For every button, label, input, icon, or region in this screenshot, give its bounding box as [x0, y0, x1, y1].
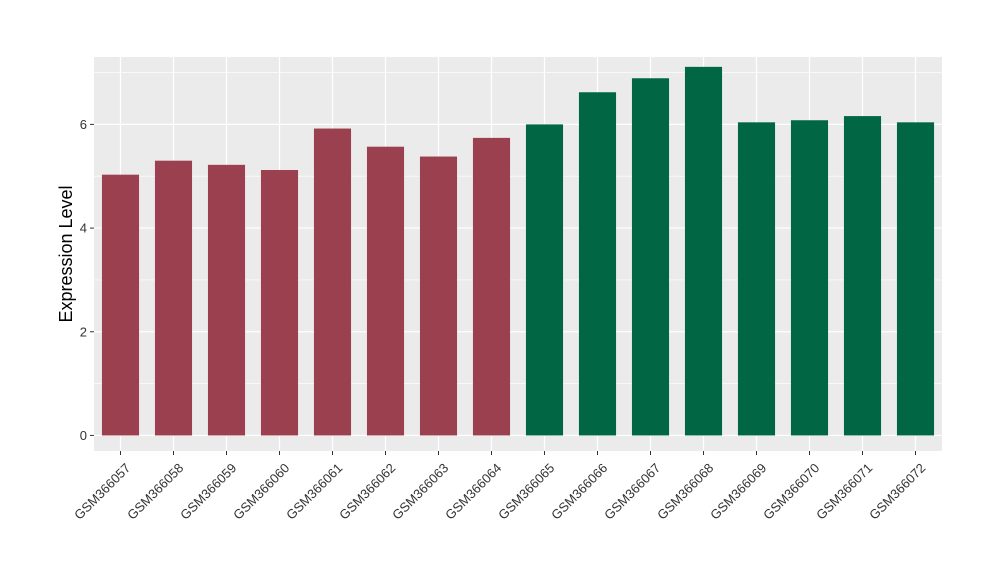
bar-GSM366058 — [154, 160, 193, 436]
bar-GSM366059 — [207, 164, 246, 436]
bar-GSM366066 — [578, 92, 617, 436]
bar-GSM366065 — [525, 124, 564, 436]
y-tick-label: 6 — [80, 117, 87, 132]
y-tick-label: 2 — [80, 324, 87, 339]
bar-GSM366060 — [260, 170, 299, 436]
bar-GSM366068 — [684, 66, 723, 436]
bars — [101, 66, 935, 436]
y-tick-label: 0 — [80, 428, 87, 443]
bar-GSM366069 — [737, 122, 776, 436]
bar-GSM366072 — [896, 122, 935, 436]
bar-GSM366062 — [366, 146, 405, 436]
bar-GSM366070 — [790, 120, 829, 436]
x-tick-label: GSM366072 — [866, 460, 928, 522]
bar-GSM366061 — [313, 128, 352, 436]
bar-GSM366071 — [843, 116, 882, 436]
y-axis: 0 2 4 6 — [80, 117, 94, 443]
x-axis: GSM366057GSM366058GSM366059GSM366060GSM3… — [71, 451, 928, 523]
bar-GSM366057 — [101, 174, 140, 436]
y-tick-label: 4 — [80, 221, 87, 236]
bar-GSM366064 — [472, 137, 511, 436]
bar-GSM366067 — [631, 78, 670, 436]
y-axis-title: Expression Level — [56, 185, 76, 322]
bar-GSM366063 — [419, 156, 458, 436]
